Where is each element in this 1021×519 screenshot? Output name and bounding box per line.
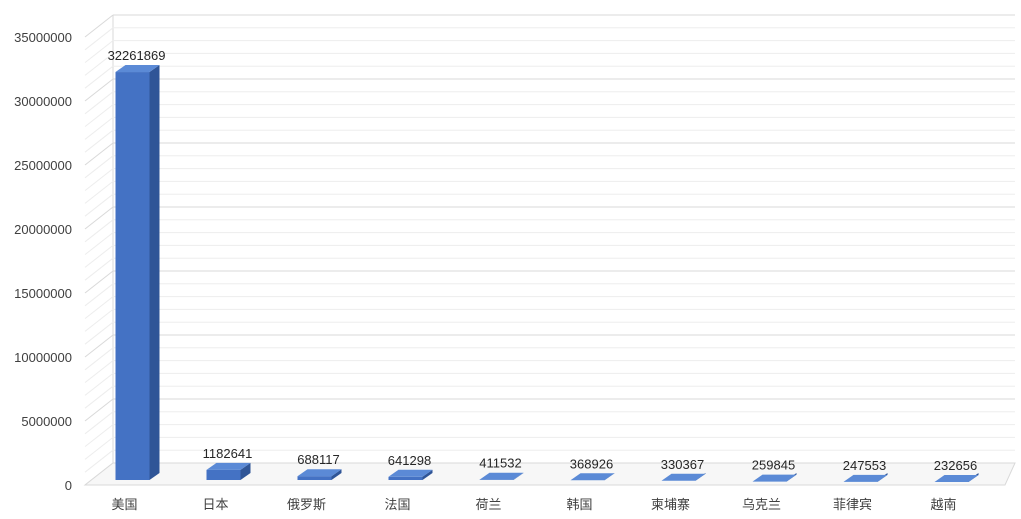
data-labels: 32261869 1182641 688117 641298 411532 368926 3…: [108, 48, 978, 473]
x-category-label: 菲律宾: [833, 497, 872, 513]
gridline-minor-depth: [84, 40, 114, 63]
gridline-minor-depth: [84, 424, 114, 447]
bar: [115, 65, 160, 480]
gridline-minor-depth: [84, 27, 114, 51]
y-tick-label: 10000000: [14, 350, 72, 365]
x-category-label: 法国: [384, 498, 410, 513]
bar-top: [752, 474, 797, 482]
bar: [752, 473, 797, 482]
gridline-minor-depth: [84, 219, 114, 243]
y-tick-label: 20000000: [14, 222, 72, 237]
gridline-minor-depth: [84, 360, 114, 383]
data-label: 330367: [661, 457, 704, 472]
data-label: 259845: [752, 458, 795, 473]
bar: [934, 473, 979, 483]
gridline-minor-depth: [84, 411, 114, 435]
gridline-minor-depth: [84, 181, 114, 204]
data-label: 247553: [843, 458, 886, 473]
bar: [661, 473, 706, 481]
bar-top: [843, 474, 888, 482]
gridlines: [84, 14, 1015, 486]
bar: [297, 469, 342, 480]
x-category-label: 荷兰: [475, 498, 501, 513]
gridline-minor-depth: [84, 232, 114, 255]
y-tick-label: 25000000: [14, 158, 72, 173]
x-category-label: 俄罗斯: [287, 498, 326, 513]
gridline-depth: [84, 14, 114, 38]
gridline-minor-depth: [84, 437, 114, 460]
bar-top: [661, 473, 706, 481]
gridline-minor-depth: [84, 283, 114, 307]
gridline-minor-depth: [84, 129, 114, 153]
gridline-minor-depth: [84, 65, 114, 89]
data-label: 32261869: [108, 48, 166, 63]
gridline-depth: [84, 142, 114, 166]
x-category-label: 美国: [111, 498, 137, 513]
gridline-minor-depth: [84, 193, 114, 217]
gridline-minor-depth: [84, 309, 114, 332]
bar-side: [149, 65, 160, 480]
y-tick-label: 30000000: [14, 94, 72, 109]
bars: [115, 65, 979, 483]
data-label: 641298: [388, 453, 431, 468]
bar: [388, 469, 433, 480]
x-category-label: 乌克兰: [742, 497, 781, 513]
x-category-label: 柬埔寨: [651, 497, 690, 513]
gridline-minor-depth: [84, 321, 114, 345]
data-label: 1182641: [203, 446, 253, 461]
bar-top: [479, 472, 524, 480]
x-category-label: 越南: [930, 497, 956, 513]
gridline-minor-depth: [84, 155, 114, 179]
bar: [570, 473, 615, 481]
gridline-depth: [84, 398, 114, 422]
gridline-minor-depth: [84, 104, 114, 127]
gridline-minor-depth: [84, 296, 114, 319]
bar: [843, 473, 888, 482]
gridline-minor-depth: [84, 117, 114, 140]
gridline-minor-depth: [84, 53, 114, 76]
gridline-minor-depth: [84, 91, 114, 115]
bar-side: [513, 472, 524, 480]
gridline-depth: [84, 78, 114, 102]
bar-front: [206, 469, 241, 480]
gridline-depth: [84, 334, 114, 358]
data-label: 368926: [570, 456, 613, 471]
y-tick-label: 35000000: [14, 30, 72, 45]
y-axis-tick-labels: 0 5000000 10000000 15000000 20000000 25000000…: [14, 30, 72, 493]
bar-front: [388, 476, 423, 480]
bar-side: [240, 462, 251, 480]
bar-top: [570, 473, 615, 481]
x-category-label: 日本: [202, 498, 228, 513]
gridline-minor-depth: [84, 373, 114, 396]
bar-top: [206, 462, 251, 470]
y-tick-label: 15000000: [14, 286, 72, 301]
gridline-depth: [84, 206, 114, 230]
gridline-minor-depth: [84, 168, 114, 191]
gridline-minor-depth: [84, 245, 114, 268]
gridline-minor-depth: [84, 347, 114, 371]
y-tick-label: 0: [65, 478, 72, 493]
bar-top: [115, 65, 160, 73]
x-axis-category-labels: 美国 日本 俄罗斯 法国 荷兰 韩国 柬埔寨 乌克兰 菲律宾 越南: [111, 497, 956, 513]
y-tick-label: 5000000: [21, 414, 72, 429]
bar-front: [115, 72, 150, 480]
data-label: 232656: [934, 458, 977, 473]
data-label: 688117: [297, 452, 339, 467]
bar-side: [331, 469, 342, 480]
bar-top: [388, 469, 433, 477]
bar-top: [297, 469, 342, 477]
gridline-minor-depth: [84, 257, 114, 281]
gridline-minor-depth: [84, 385, 114, 409]
data-label: 411532: [479, 456, 521, 471]
gridline-depth: [84, 270, 114, 294]
gridline-minor-depth: [84, 449, 114, 473]
bar: [206, 462, 251, 480]
bar-top: [934, 475, 979, 483]
bar-front: [297, 476, 332, 480]
x-category-label: 韩国: [566, 498, 592, 513]
bar-side: [422, 469, 433, 480]
bar: [479, 472, 524, 480]
